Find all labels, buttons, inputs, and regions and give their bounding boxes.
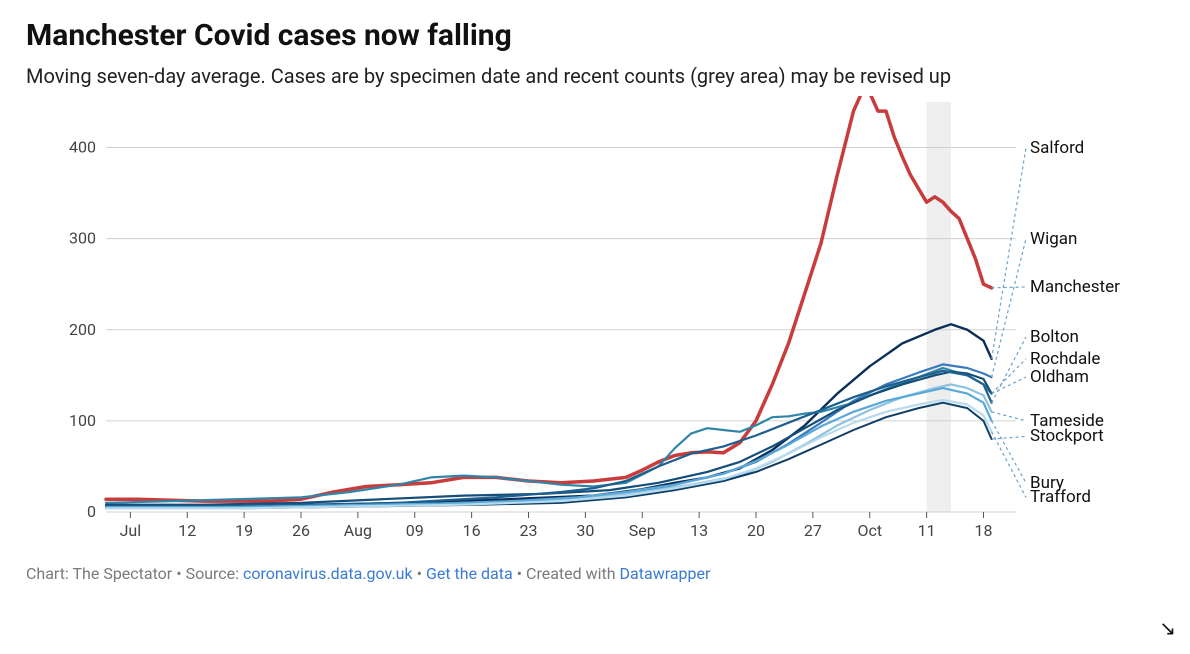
chart-footer: Chart: The Spectator • Source: coronavir…: [26, 564, 1164, 583]
svg-text:Aug: Aug: [344, 521, 372, 540]
svg-text:27: 27: [804, 521, 822, 540]
svg-text:Sep: Sep: [629, 521, 656, 540]
footer-sep-1: •: [413, 564, 426, 583]
svg-text:12: 12: [178, 521, 196, 540]
svg-text:13: 13: [690, 521, 708, 540]
get-data-link[interactable]: Get the data: [426, 564, 513, 583]
source-link[interactable]: coronavirus.data.gov.uk: [243, 564, 413, 583]
resize-handle-icon[interactable]: ↘: [1159, 616, 1176, 640]
svg-text:0: 0: [87, 502, 96, 521]
footer-created-prefix: • Created with: [513, 564, 620, 583]
chart-area: 0 100 200 300 400 Jul 12 19 26 Aug 09 16 23 30 Sep 13 20…: [26, 96, 1164, 556]
line-chart: 0 100 200 300 400 Jul 12 19 26 Aug 09 16 23 30 Sep 13 20…: [26, 96, 1164, 556]
svg-text:20: 20: [747, 521, 765, 540]
svg-text:16: 16: [463, 521, 481, 540]
svg-text:Jul: Jul: [120, 521, 142, 540]
chart-subtitle: Moving seven-day average. Cases are by s…: [26, 63, 1126, 90]
svg-text:200: 200: [69, 320, 96, 339]
svg-text:300: 300: [69, 229, 96, 248]
svg-text:30: 30: [576, 521, 594, 540]
svg-text:Oct: Oct: [857, 521, 882, 540]
footer-prefix: Chart: The Spectator • Source:: [26, 564, 243, 583]
svg-text:23: 23: [520, 521, 538, 540]
tool-link[interactable]: Datawrapper: [620, 564, 711, 583]
svg-text:18: 18: [975, 521, 993, 540]
svg-text:100: 100: [69, 411, 96, 430]
svg-text:19: 19: [235, 521, 253, 540]
svg-text:400: 400: [69, 138, 96, 157]
svg-text:09: 09: [406, 521, 424, 540]
svg-text:26: 26: [292, 521, 310, 540]
svg-text:11: 11: [918, 521, 936, 540]
chart-title: Manchester Covid cases now falling: [26, 18, 1164, 53]
